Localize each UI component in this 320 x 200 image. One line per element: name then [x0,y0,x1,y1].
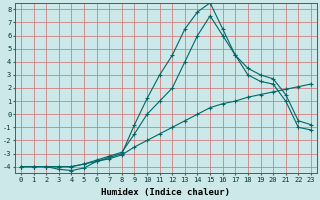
X-axis label: Humidex (Indice chaleur): Humidex (Indice chaleur) [101,188,230,197]
